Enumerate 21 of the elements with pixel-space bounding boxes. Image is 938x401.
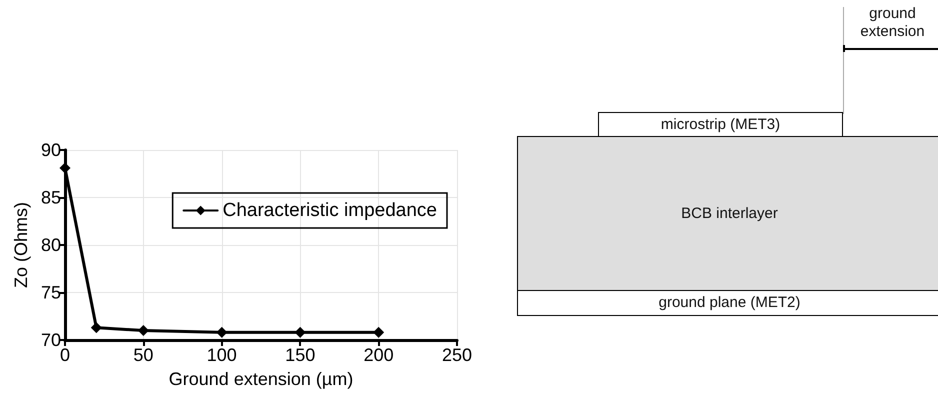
x-tick-label: 200 <box>364 345 394 365</box>
y-tick-label: 90 <box>40 140 61 160</box>
x-axis-title: Ground extension (µm) <box>168 369 354 389</box>
x-tick-label: 100 <box>206 345 237 365</box>
point <box>90 322 102 334</box>
x-tick-label: 50 <box>133 345 154 365</box>
x-tick-label: 150 <box>285 345 316 365</box>
point <box>138 325 149 336</box>
point <box>216 326 228 338</box>
legend-label: Characteristic impedance <box>222 200 438 221</box>
y-tick-label: 85 <box>40 188 61 208</box>
y-tick-label: 70 <box>40 330 61 350</box>
y-tick-label: 80 <box>40 235 61 255</box>
point <box>60 162 70 174</box>
point <box>294 326 306 338</box>
point <box>373 326 384 338</box>
cross-section-diagram: ground extension microstrip (MET3) BCB interlayer ground plane (MET2) <box>517 5 938 317</box>
y-axis-title: Zo (Ohms) <box>11 202 32 288</box>
x-tick-label: 250 <box>442 345 472 365</box>
x-tick-label: 0 <box>60 345 70 365</box>
y-tick-label: 75 <box>40 282 61 302</box>
